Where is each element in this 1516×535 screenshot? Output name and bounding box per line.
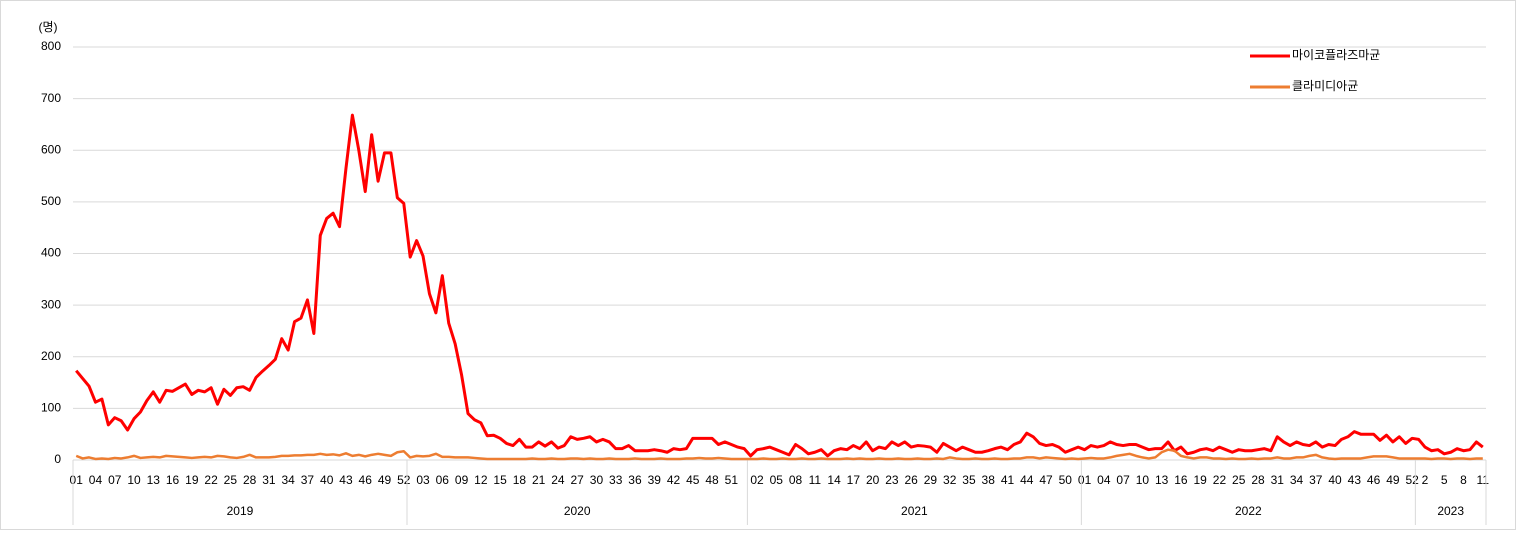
x-tick-label: 5 <box>1441 473 1448 487</box>
x-tick-label: 40 <box>320 473 334 487</box>
x-tick-label: 28 <box>243 473 257 487</box>
x-tick-label: 35 <box>962 473 976 487</box>
x-tick-label: 47 <box>1039 473 1053 487</box>
x-tick-label: 15 <box>493 473 507 487</box>
x-tick-label: 8 <box>1460 473 1467 487</box>
x-tick-label: 22 <box>204 473 218 487</box>
x-tick-label: 52 <box>1405 473 1419 487</box>
x-tick-label: 19 <box>1194 473 1208 487</box>
x-tick-label: 41 <box>1001 473 1015 487</box>
x-tick-label: 13 <box>147 473 161 487</box>
x-tick-label: 11 <box>1477 473 1490 487</box>
x-tick-label: 01 <box>1078 473 1092 487</box>
x-tick-label: 12 <box>474 473 488 487</box>
x-tick-label: 06 <box>436 473 450 487</box>
x-tick-label: 04 <box>89 473 103 487</box>
x-group-label: 2021 <box>901 504 928 518</box>
x-tick-label: 30 <box>590 473 604 487</box>
x-tick-label: 08 <box>789 473 803 487</box>
x-tick-label: 07 <box>108 473 122 487</box>
x-tick-label: 37 <box>301 473 315 487</box>
x-tick-label: 38 <box>982 473 996 487</box>
y-tick-label: 100 <box>41 401 61 415</box>
series-line <box>75 113 1484 458</box>
y-tick-label: 0 <box>54 452 61 466</box>
x-tick-label: 14 <box>827 473 841 487</box>
x-tick-label: 50 <box>1059 473 1073 487</box>
x-tick-label: 18 <box>513 473 527 487</box>
y-tick-label: 500 <box>41 194 61 208</box>
y-tick-label: 400 <box>41 246 61 260</box>
x-tick-label: 20 <box>866 473 880 487</box>
x-tick-label: 19 <box>185 473 199 487</box>
legend-label: 마이코플라즈마균 <box>1292 48 1380 62</box>
x-tick-label: 49 <box>1386 473 1400 487</box>
x-tick-label: 05 <box>770 473 784 487</box>
legend-label: 클라미디아균 <box>1292 79 1358 93</box>
y-tick-label: 200 <box>41 349 61 363</box>
x-tick-label: 27 <box>571 473 585 487</box>
x-tick-label: 13 <box>1155 473 1169 487</box>
x-tick-label: 43 <box>339 473 353 487</box>
x-tick-label: 21 <box>532 473 546 487</box>
x-tick-label: 26 <box>904 473 918 487</box>
x-tick-label: 49 <box>378 473 392 487</box>
x-tick-label: 03 <box>416 473 430 487</box>
x-tick-label: 31 <box>1271 473 1285 487</box>
x-tick-label: 48 <box>705 473 719 487</box>
x-tick-label: 09 <box>455 473 469 487</box>
x-tick-label: 04 <box>1097 473 1111 487</box>
series-line <box>75 448 1483 461</box>
y-tick-label: 300 <box>41 297 61 311</box>
x-tick-label: 25 <box>224 473 238 487</box>
x-tick-label: 24 <box>551 473 565 487</box>
x-tick-label: 40 <box>1328 473 1342 487</box>
x-tick-label: 42 <box>667 473 681 487</box>
x-tick-label: 29 <box>924 473 938 487</box>
x-tick-label: 23 <box>885 473 899 487</box>
x-tick-label: 10 <box>127 473 141 487</box>
x-tick-label: 07 <box>1116 473 1130 487</box>
x-group-label: 2022 <box>1235 504 1262 518</box>
x-tick-label: 2 <box>1422 473 1429 487</box>
x-tick-label: 16 <box>166 473 180 487</box>
x-tick-label: 43 <box>1348 473 1362 487</box>
y-tick-label: 700 <box>41 91 61 105</box>
x-tick-label: 34 <box>1290 473 1304 487</box>
x-tick-label: 32 <box>943 473 957 487</box>
x-tick-label: 46 <box>1367 473 1381 487</box>
x-tick-label: 28 <box>1251 473 1265 487</box>
x-tick-label: 10 <box>1136 473 1150 487</box>
x-tick-label: 34 <box>281 473 295 487</box>
x-tick-label: 36 <box>628 473 642 487</box>
x-tick-label: 39 <box>648 473 662 487</box>
x-group-label: 2023 <box>1437 504 1464 518</box>
x-tick-label: 33 <box>609 473 623 487</box>
x-tick-label: 02 <box>750 473 764 487</box>
x-tick-label: 37 <box>1309 473 1323 487</box>
x-tick-label: 25 <box>1232 473 1246 487</box>
x-group-label: 2020 <box>564 504 591 518</box>
x-tick-label: 45 <box>686 473 700 487</box>
y-tick-label: 800 <box>41 39 61 53</box>
x-tick-label: 16 <box>1174 473 1188 487</box>
x-tick-label: 01 <box>70 473 84 487</box>
x-tick-label: 46 <box>359 473 373 487</box>
y-tick-label: 600 <box>41 142 61 156</box>
y-axis-label: (명) <box>38 20 57 34</box>
x-tick-label: 22 <box>1213 473 1227 487</box>
x-tick-label: 17 <box>847 473 861 487</box>
x-tick-label: 31 <box>262 473 276 487</box>
x-tick-label: 11 <box>809 473 822 487</box>
x-tick-label: 44 <box>1020 473 1034 487</box>
x-group-label: 2019 <box>227 504 254 518</box>
x-tick-label: 52 <box>397 473 411 487</box>
x-tick-label: 51 <box>725 473 739 487</box>
